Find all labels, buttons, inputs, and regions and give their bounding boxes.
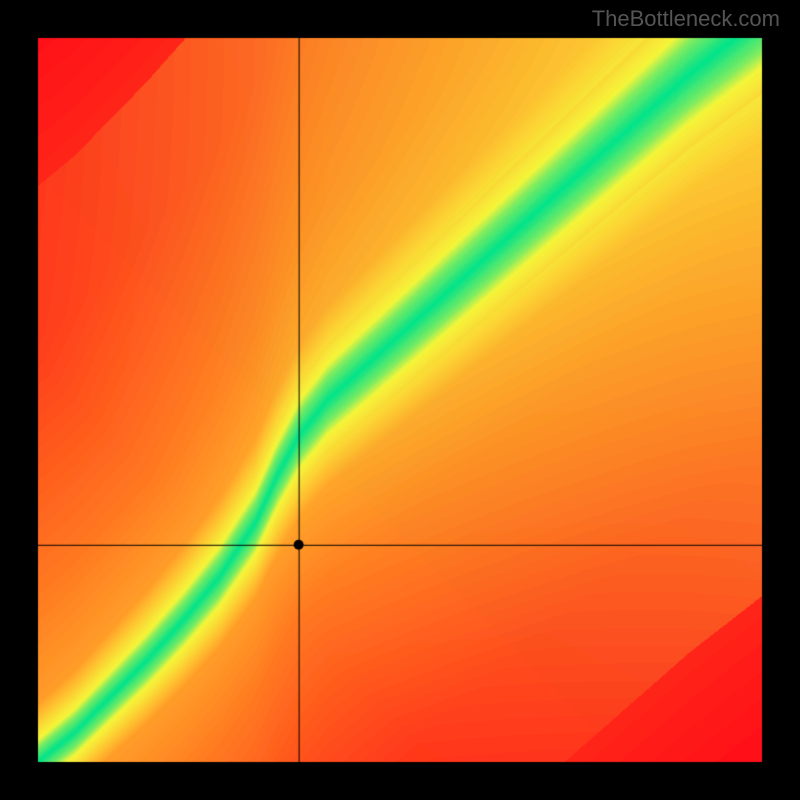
chart-container: TheBottleneck.com [0, 0, 800, 800]
watermark-label: TheBottleneck.com [592, 6, 780, 32]
heatmap-canvas [0, 0, 800, 800]
